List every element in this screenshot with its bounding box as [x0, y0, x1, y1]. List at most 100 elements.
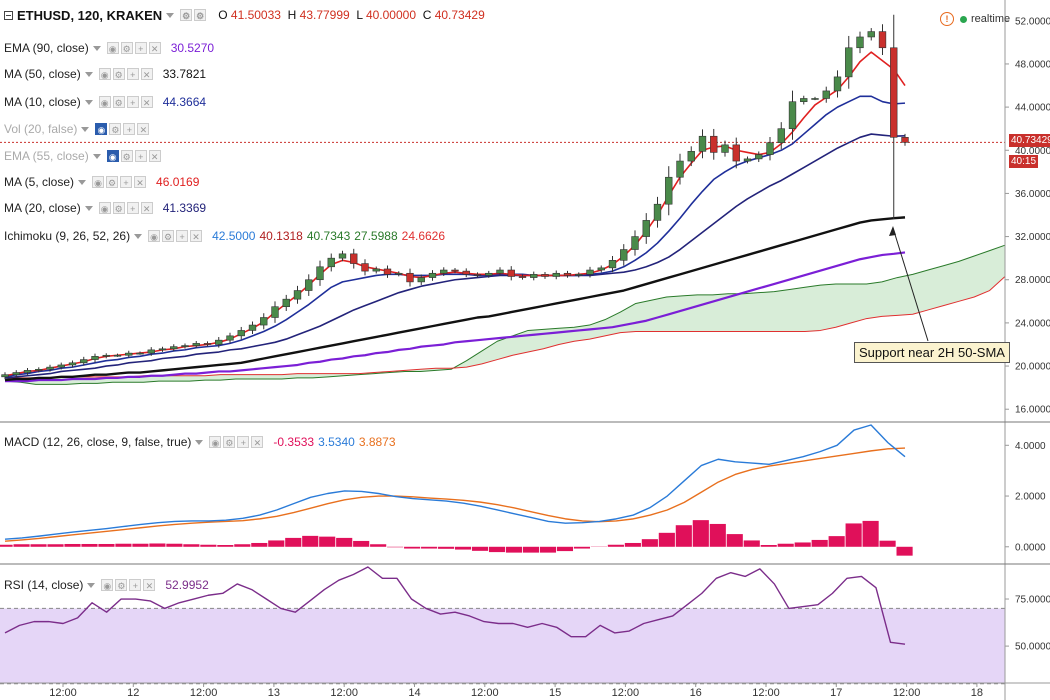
- close-icon[interactable]: ✕: [140, 202, 153, 214]
- gear-icon[interactable]: ⚙: [120, 42, 133, 54]
- eye-icon[interactable]: ◉: [98, 96, 111, 108]
- close-icon[interactable]: ✕: [148, 150, 161, 162]
- indicator-label[interactable]: EMA (90, close): [4, 41, 89, 55]
- candle-body: [282, 298, 290, 308]
- collapse-icon[interactable]: [4, 10, 13, 20]
- gear-icon[interactable]: ⚙: [223, 436, 236, 448]
- indicator-value: 3.8873: [358, 435, 396, 449]
- eye-icon[interactable]: ◉: [92, 176, 105, 188]
- indicator-label[interactable]: EMA (55, close): [4, 149, 89, 163]
- rsi-line: [4, 566, 906, 645]
- indicator-legend[interactable]: MA (20, close) ◉ ⚙ + ✕ 41.3369: [4, 200, 206, 216]
- add-icon[interactable]: +: [237, 436, 250, 448]
- gear-icon[interactable]: ⚙: [194, 9, 207, 21]
- close-icon[interactable]: ✕: [148, 42, 161, 54]
- eye-icon[interactable]: ◉: [95, 123, 108, 135]
- candle-body: [136, 352, 144, 355]
- chevron-down-icon[interactable]: [134, 233, 143, 239]
- eye-icon[interactable]: ◉: [98, 68, 111, 80]
- add-icon[interactable]: +: [126, 96, 139, 108]
- close-icon[interactable]: ✕: [137, 123, 150, 135]
- close-icon[interactable]: ✕: [190, 230, 203, 242]
- add-icon[interactable]: +: [126, 202, 139, 214]
- indicator-legend[interactable]: MA (50, close) ◉ ⚙ + ✕ 33.7821: [4, 66, 206, 82]
- eye-icon[interactable]: ◉: [148, 230, 161, 242]
- indicator-label[interactable]: MA (50, close): [4, 67, 81, 81]
- legend-buttons: ◉ ⚙ + ✕: [98, 96, 153, 108]
- indicator-value: 24.6626: [401, 229, 446, 243]
- indicator-label[interactable]: MA (20, close): [4, 201, 81, 215]
- gear-icon[interactable]: ⚙: [120, 150, 133, 162]
- chevron-down-icon[interactable]: [92, 45, 101, 51]
- indicator-label[interactable]: MACD (12, 26, close, 9, false, true): [4, 435, 192, 449]
- gear-icon[interactable]: ⚙: [162, 230, 175, 242]
- add-icon[interactable]: +: [134, 42, 147, 54]
- add-icon[interactable]: +: [120, 176, 133, 188]
- macd-histogram-bar: [879, 540, 896, 547]
- macd-histogram-bar: [828, 536, 845, 547]
- candle-body: [361, 263, 369, 272]
- chevron-down-icon[interactable]: [166, 12, 175, 18]
- symbol-label[interactable]: ETHUSD, 120, KRAKEN: [17, 7, 163, 23]
- close-icon[interactable]: ✕: [140, 68, 153, 80]
- gear-icon[interactable]: ⚙: [112, 96, 125, 108]
- chevron-down-icon[interactable]: [84, 99, 93, 105]
- close-icon[interactable]: ✕: [140, 96, 153, 108]
- rsi-legend[interactable]: RSI (14, close) ◉ ⚙ + ✕ 52.9952: [4, 577, 209, 593]
- warning-icon[interactable]: !: [940, 12, 954, 26]
- indicator-label[interactable]: RSI (14, close): [4, 578, 84, 592]
- close-icon[interactable]: ✕: [143, 579, 156, 591]
- candle-body: [327, 257, 335, 268]
- chevron-down-icon[interactable]: [78, 179, 87, 185]
- eye-icon[interactable]: ◉: [209, 436, 222, 448]
- price-tick-label: 24.00000: [1015, 318, 1050, 329]
- indicator-legend[interactable]: EMA (90, close) ◉ ⚙ + ✕ 30.5270: [4, 40, 214, 56]
- gear-icon[interactable]: ⚙: [106, 176, 119, 188]
- gear-icon[interactable]: ⚙: [115, 579, 128, 591]
- chevron-down-icon[interactable]: [87, 582, 96, 588]
- realtime-indicator[interactable]: ! realtime: [940, 12, 1010, 26]
- indicator-legend[interactable]: MA (10, close) ◉ ⚙ + ✕ 44.3664: [4, 94, 206, 110]
- gear-icon[interactable]: ⚙: [112, 68, 125, 80]
- indicator-label[interactable]: Vol (20, false): [4, 122, 78, 136]
- add-icon[interactable]: +: [129, 579, 142, 591]
- price-tick-label: 20.00000: [1015, 362, 1050, 373]
- indicator-label[interactable]: Ichimoku (9, 26, 52, 26): [4, 229, 131, 243]
- add-icon[interactable]: +: [126, 68, 139, 80]
- eye-icon[interactable]: ◉: [106, 42, 119, 54]
- candle-body: [170, 346, 178, 350]
- chevron-down-icon[interactable]: [195, 439, 204, 445]
- indicator-label[interactable]: MA (5, close): [4, 175, 75, 189]
- chevron-down-icon[interactable]: [84, 205, 93, 211]
- indicator-legend[interactable]: Ichimoku (9, 26, 52, 26) ◉ ⚙ + ✕ 42.5000 40.13…: [4, 228, 445, 244]
- time-tick-label: 13: [268, 687, 280, 699]
- chevron-down-icon[interactable]: [92, 153, 101, 159]
- indicator-label[interactable]: MA (10, close): [4, 95, 81, 109]
- indicator-legend[interactable]: EMA (55, close) ◉ ⚙ + ✕: [4, 148, 167, 164]
- chevron-down-icon[interactable]: [84, 71, 93, 77]
- close-icon[interactable]: ✕: [134, 176, 147, 188]
- add-icon[interactable]: +: [134, 150, 147, 162]
- candle-body: [552, 272, 560, 277]
- time-tick-label: 12:00: [49, 687, 77, 699]
- macd-histogram-bar: [811, 539, 828, 547]
- indicator-legend[interactable]: Vol (20, false) ◉ ⚙ + ✕: [4, 121, 155, 137]
- eye-icon[interactable]: ◉: [101, 579, 114, 591]
- indicator-legend[interactable]: MA (5, close) ◉ ⚙ + ✕ 46.0169: [4, 174, 199, 190]
- eye-icon[interactable]: ◉: [98, 202, 111, 214]
- macd-histogram-bar: [285, 537, 302, 547]
- macd-histogram-bar: [743, 540, 760, 547]
- close-icon[interactable]: ✕: [251, 436, 264, 448]
- chevron-down-icon[interactable]: [81, 126, 90, 132]
- candle-body: [822, 90, 830, 99]
- eye-icon[interactable]: ◉: [106, 150, 119, 162]
- add-icon[interactable]: +: [176, 230, 189, 242]
- gear-icon[interactable]: ⚙: [112, 202, 125, 214]
- gear-icon[interactable]: ⚙: [109, 123, 122, 135]
- macd-histogram-bar: [862, 520, 879, 547]
- add-icon[interactable]: +: [123, 123, 136, 135]
- macd-legend[interactable]: MACD (12, 26, close, 9, false, true) ◉ ⚙ + ✕…: [4, 434, 396, 450]
- candle-body: [563, 272, 572, 276]
- settings-icon[interactable]: ⚙: [180, 9, 193, 21]
